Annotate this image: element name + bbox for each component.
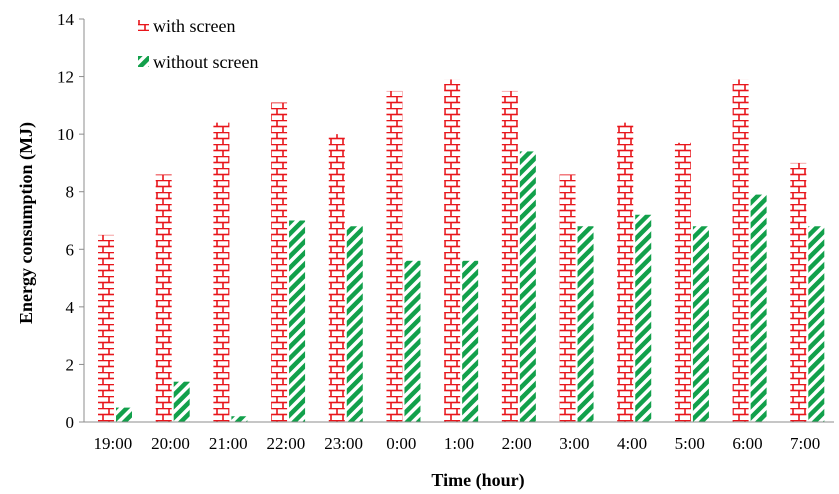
legend-label-without-screen: without screen (153, 52, 258, 72)
x-tick-label: 2:00 (502, 434, 532, 453)
bar-with-screen-6:00 (732, 79, 749, 422)
legend: with screen without screen (138, 16, 258, 72)
bar-with-screen-4:00 (617, 122, 634, 422)
bar-without-screen-22:00 (289, 220, 306, 422)
bar-with-screen-1:00 (444, 79, 461, 422)
bar-without-screen-0:00 (404, 260, 421, 422)
bar-with-screen-21:00 (213, 122, 230, 422)
x-tick-label: 1:00 (444, 434, 474, 453)
legend-swatch-without-screen (138, 56, 149, 67)
x-tick-label: 4:00 (617, 434, 647, 453)
bar-without-screen-5:00 (692, 226, 709, 422)
x-tick-label: 7:00 (790, 434, 820, 453)
bar-without-screen-19:00 (116, 407, 132, 422)
y-tick-label: 0 (66, 413, 75, 432)
x-tick-label: 23:00 (324, 434, 363, 453)
bar-without-screen-4:00 (635, 214, 652, 422)
bar-with-screen-2:00 (501, 90, 518, 422)
bar-with-screen-20:00 (155, 174, 172, 422)
bar-without-screen-6:00 (750, 194, 767, 422)
x-tick-label: 22:00 (267, 434, 306, 453)
bar-with-screen-5:00 (674, 142, 691, 422)
bar-with-screen-19:00 (98, 234, 114, 422)
bar-without-screen-7:00 (808, 226, 825, 422)
legend-label-with-screen: with screen (153, 16, 235, 36)
x-tick-label: 0:00 (386, 434, 416, 453)
y-tick-label: 12 (57, 68, 74, 87)
y-axis-ticks: 0 2 4 6 8 10 12 14 (57, 10, 84, 432)
legend-swatch-with-screen (138, 20, 149, 31)
bar-with-screen-22:00 (271, 102, 288, 422)
bar-without-screen-20:00 (173, 381, 190, 422)
bar-without-screen-3:00 (577, 226, 594, 422)
y-tick-label: 8 (66, 183, 75, 202)
x-axis-ticks: 19:00 20:00 21:00 22:00 23:00 0:00 1:00 2:00 3:0… (93, 434, 820, 453)
bar-without-screen-23:00 (346, 226, 363, 422)
x-axis-title: Time (hour) (431, 470, 524, 491)
x-tick-label: 5:00 (675, 434, 705, 453)
x-tick-label: 6:00 (732, 434, 762, 453)
bar-without-screen-2:00 (519, 151, 536, 422)
x-tick-label: 19:00 (93, 434, 132, 453)
x-tick-label: 20:00 (151, 434, 190, 453)
y-tick-label: 6 (66, 240, 75, 259)
x-tick-label: 3:00 (559, 434, 589, 453)
bar-with-screen-7:00 (790, 162, 807, 422)
bar-with-screen-23:00 (328, 134, 345, 422)
bar-with-screen-0:00 (386, 90, 403, 422)
bar-with-screen-3:00 (559, 174, 576, 422)
y-tick-label: 10 (57, 125, 74, 144)
bar-without-screen-1:00 (462, 260, 479, 422)
y-tick-label: 2 (66, 355, 75, 374)
y-tick-label: 4 (66, 298, 75, 317)
y-tick-label: 14 (57, 10, 75, 29)
bars-layer (98, 79, 825, 422)
bar-without-screen-21:00 (231, 416, 248, 422)
y-axis-title: Energy consumption (MJ) (16, 122, 37, 324)
x-tick-label: 21:00 (209, 434, 248, 453)
